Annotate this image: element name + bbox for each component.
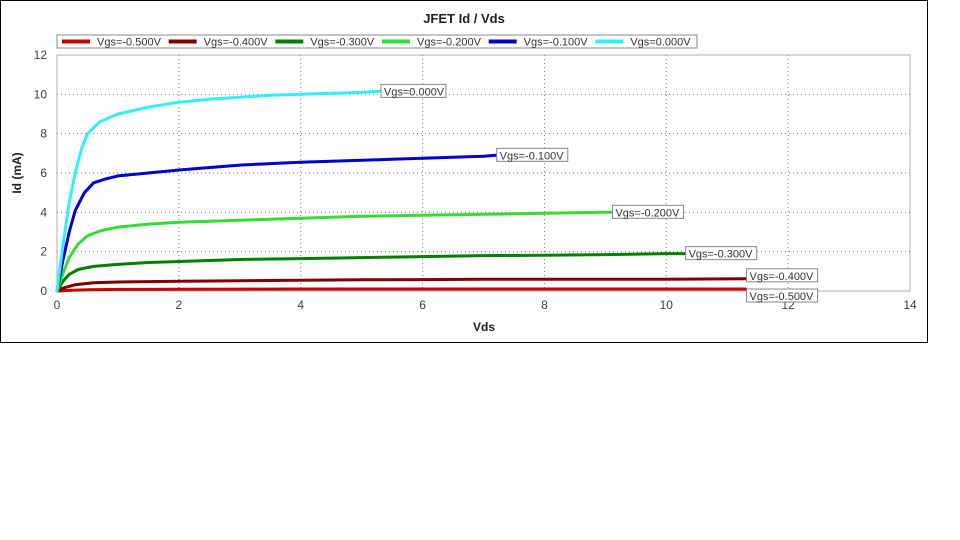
y-axis-label: Id (mA) (10, 152, 24, 193)
series-line (55, 287, 747, 293)
end-labels: Vgs=-0.500V Vgs=-0.400V Vgs=-0.300V Vgs=-0.… (380, 83, 819, 303)
series-end-label-text: Vgs=0.000V (384, 86, 445, 98)
legend-label: Vgs=-0.300V (310, 37, 375, 49)
legend-label: Vgs=0.000V (630, 37, 691, 49)
legend-label: Vgs=-0.400V (204, 37, 269, 49)
series-line (55, 89, 382, 293)
series-end-label-box (745, 288, 819, 303)
series-line (55, 252, 687, 293)
plot-border (56, 54, 911, 292)
series-end-label-text: Vgs=-0.500V (749, 291, 814, 303)
x-tick-label: 14 (903, 298, 917, 312)
x-tick-label: 0 (54, 298, 61, 312)
x-tick-label: 2 (176, 298, 183, 312)
series-end-label: Vgs=-0.200V (611, 204, 685, 219)
series-line (55, 277, 747, 293)
x-tick-label: 8 (541, 298, 548, 312)
legend: Vgs=-0.500V Vgs=-0.400V Vgs=-0.300V Vgs=-0.… (56, 34, 698, 49)
legend-label: Vgs=-0.100V (524, 37, 589, 49)
series-end-label-box (745, 268, 819, 283)
series-end-label: Vgs=0.000V (380, 83, 447, 98)
series-end-label: Vgs=-0.400V (745, 268, 819, 283)
legend-box (56, 34, 698, 49)
x-tick-label: 4 (297, 298, 304, 312)
series-end-label-box (611, 204, 685, 219)
series-end-label: Vgs=-0.500V (745, 288, 819, 303)
grid (57, 55, 910, 291)
series-end-label-box (496, 147, 569, 162)
y-tick-label: 8 (40, 127, 47, 141)
x-tick-label: 10 (660, 298, 674, 312)
series-end-label-text: Vgs=-0.100V (500, 150, 565, 162)
legend-label: Vgs=-0.500V (97, 37, 162, 49)
y-tick-label: 2 (40, 245, 47, 259)
series-end-label-text: Vgs=-0.200V (615, 207, 680, 219)
series-line (55, 210, 613, 293)
chart-frame: 0 2 4 6 8 10 12 14 0 2 4 6 8 10 12 Vgs=-0.500V Vgs=-0.4… (0, 0, 928, 343)
series-end-label-text: Vgs=-0.400V (749, 271, 814, 283)
x-tick-label: 6 (419, 298, 426, 312)
plot-area (57, 55, 910, 291)
y-tick-label: 4 (40, 205, 47, 219)
x-axis-label: Vds (473, 320, 495, 334)
y-tick-label: 6 (40, 166, 47, 180)
legend-label: Vgs=-0.200V (417, 37, 482, 49)
series-end-label: Vgs=-0.100V (496, 147, 569, 162)
series-line (55, 153, 498, 293)
series-end-label: Vgs=-0.300V (685, 246, 758, 261)
series-end-label-box (380, 83, 447, 98)
series-end-label-text: Vgs=-0.300V (689, 249, 754, 261)
chart-title: JFET Id / Vds (423, 11, 505, 26)
y-tick-label: 0 (40, 284, 47, 298)
y-tick-label: 12 (34, 48, 48, 62)
y-tick-label: 10 (34, 87, 48, 101)
series-layer (55, 89, 747, 293)
series-end-label-box (685, 246, 758, 261)
